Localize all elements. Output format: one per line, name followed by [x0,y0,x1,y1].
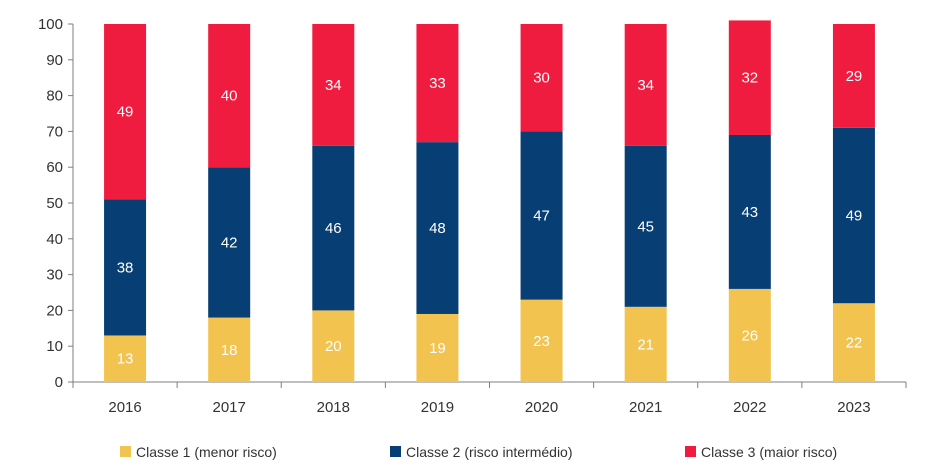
data-label: 34 [325,77,342,94]
bar-segment-series-2 [624,145,667,307]
data-label: 33 [429,75,446,92]
y-tick-label: 0 [55,374,63,391]
y-tick-label: 100 [38,16,63,33]
data-label: 45 [637,218,654,235]
legend-swatch [120,446,131,457]
y-tick-label: 60 [46,159,63,176]
data-label: 42 [221,234,238,251]
bar-segment-series-2 [312,145,355,311]
data-label: 48 [429,220,446,237]
bar-segment-series-1 [312,310,355,382]
y-tick-label: 30 [46,267,63,284]
y-tick-label: 40 [46,231,63,248]
data-label: 18 [221,342,238,359]
bar-segment-series-3 [416,24,459,143]
y-tick-label: 90 [46,52,63,69]
bar-segment-series-2 [416,142,459,314]
bar-segment-series-1 [416,313,459,382]
data-label: 29 [846,68,863,85]
bar-segment-series-3 [312,24,355,146]
data-label: 23 [533,333,550,350]
x-tick-label: 2017 [213,399,246,416]
bar-segment-series-2 [104,199,147,336]
data-label: 49 [117,104,134,121]
y-tick-label: 80 [46,88,63,105]
bar-segment-series-1 [624,306,667,382]
bar-segment-series-3 [104,24,147,200]
x-tick-label: 2016 [108,399,141,416]
bar-segment-series-1 [728,288,771,382]
legend-label: Classe 3 (maior risco) [701,444,837,460]
y-tick-label: 70 [46,123,63,140]
bar-segment-series-3 [208,24,251,168]
data-label: 43 [741,204,758,221]
x-tick-label: 2021 [629,399,662,416]
data-label: 30 [533,70,550,87]
data-label: 20 [325,338,342,355]
bar-segment-series-3 [832,24,875,128]
data-label: 19 [429,340,446,357]
y-tick-label: 50 [46,195,63,212]
data-label: 32 [741,70,758,87]
x-tick-label: 2020 [525,399,558,416]
bar-segment-series-3 [728,20,771,135]
legend-label: Classe 1 (menor risco) [136,444,277,460]
x-tick-label: 2023 [837,399,870,416]
data-label: 47 [533,208,550,225]
bar-segment-series-2 [208,167,251,318]
data-label: 40 [221,88,238,105]
bar-segment-series-1 [520,299,563,382]
data-label: 21 [637,336,654,353]
bar-segment-series-1 [832,303,875,382]
data-label: 38 [117,259,134,276]
bar-segment-series-1 [208,317,251,382]
y-tick-label: 20 [46,302,63,319]
x-tick-label: 2019 [421,399,454,416]
bar-segment-series-2 [520,131,563,300]
legend-swatch [390,446,401,457]
bar-segment-series-2 [728,134,771,289]
legend-label: Classe 2 (risco intermédio) [406,444,573,460]
x-tick-label: 2018 [317,399,350,416]
bar-segment-series-1 [104,335,147,382]
y-tick-label: 10 [46,338,63,355]
legend-swatch [685,446,696,457]
bar-segment-series-3 [624,24,667,146]
data-label: 34 [637,77,654,94]
data-label: 46 [325,220,342,237]
data-label: 22 [846,335,863,352]
x-tick-label: 2022 [733,399,766,416]
bar-segment-series-2 [832,127,875,304]
data-label: 13 [117,351,134,368]
data-label: 49 [846,208,863,225]
bar-segment-series-3 [520,24,563,132]
data-label: 26 [741,327,758,344]
